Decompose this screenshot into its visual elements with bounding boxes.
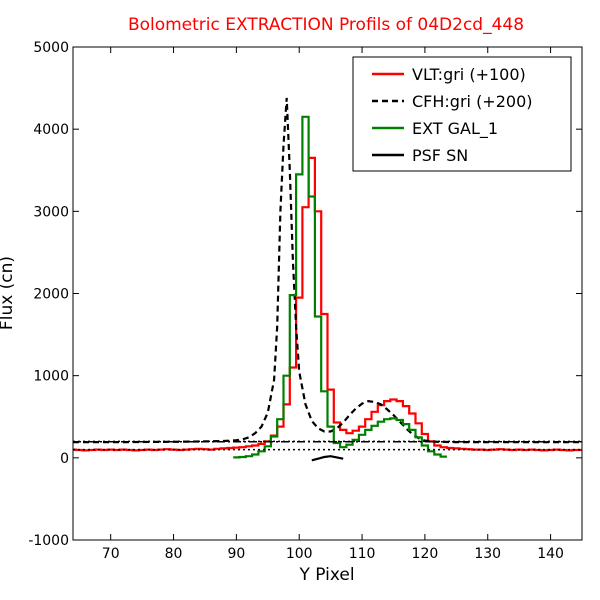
series-layer [73, 97, 582, 462]
x-tick-label: 80 [165, 546, 183, 562]
legend-label-vlt-gri-100: VLT:gri (+100) [412, 65, 526, 84]
x-tick-label: 90 [227, 546, 245, 562]
x-tick-label: 140 [537, 546, 564, 562]
x-tick-label: 110 [349, 546, 376, 562]
x-tick-label: 120 [412, 546, 439, 562]
y-tick-label: 0 [60, 451, 69, 467]
y-tick-label: -1000 [28, 533, 69, 549]
x-axis-title: Y Pixel [298, 565, 354, 585]
axes-layer: 70 80 90 100 110 120 130 140 -1000 0 1000 2000 3000 4… [28, 40, 582, 562]
legend-label-psf-sn: PSF SN [412, 146, 468, 165]
series-line-psf-sn [311, 455, 344, 462]
legend: VLT:gri (+100) CFH:gri (+200) EXT GAL_1 PSF… [352, 56, 572, 172]
x-tick-label: 130 [474, 546, 501, 562]
series-line-vlt-gri-100 [73, 156, 582, 452]
x-tick-label: 100 [286, 546, 313, 562]
x-tick-label: 70 [102, 546, 120, 562]
legend-label-ext-gal-1: EXT GAL_1 [412, 119, 498, 139]
series-line-ext-gal-1 [233, 115, 447, 459]
y-tick-label: 1000 [33, 369, 69, 385]
y-tick-label: 3000 [33, 204, 69, 220]
y-tick-label: 5000 [33, 40, 69, 56]
y-axis-title: Flux (cn) [0, 256, 17, 330]
y-tick-label: 4000 [33, 122, 69, 138]
legend-box [352, 56, 572, 172]
y-tick-label: 2000 [33, 287, 69, 303]
chart-title: Bolometric EXTRACTION Profils of 04D2cd_… [128, 15, 524, 35]
legend-label-cfh-gri-200: CFH:gri (+200) [412, 92, 533, 111]
